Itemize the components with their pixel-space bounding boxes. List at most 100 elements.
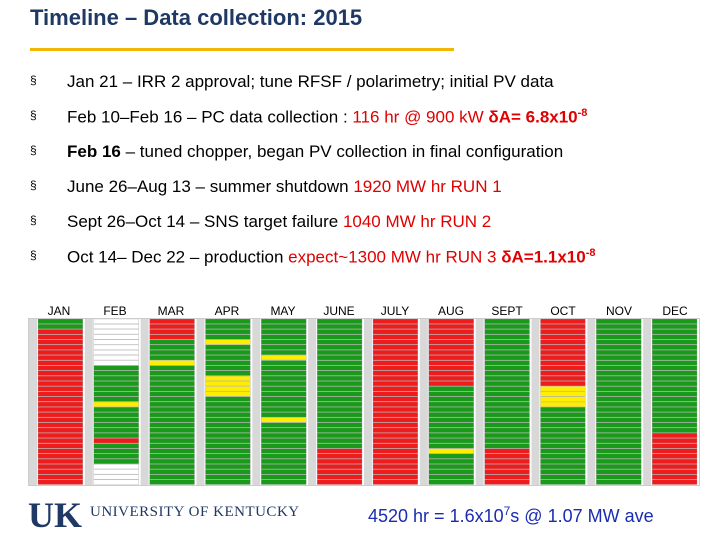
day-cell <box>484 407 530 413</box>
day-cell <box>317 391 363 397</box>
day-cell <box>149 360 195 366</box>
day-cell <box>205 318 251 324</box>
day-cell <box>261 448 307 454</box>
day-cell <box>261 474 307 480</box>
month-label: JUNE <box>323 304 355 318</box>
day-cell <box>317 427 363 433</box>
day-cell <box>428 329 474 335</box>
day-cell <box>484 375 530 381</box>
day-cell <box>652 334 698 340</box>
day-cell <box>484 329 530 335</box>
day-cell <box>652 355 698 361</box>
day-cell <box>205 412 251 418</box>
bullet-marker: § <box>30 248 37 262</box>
day-cell <box>317 401 363 407</box>
day-cell <box>93 412 139 418</box>
day-cell <box>596 318 642 324</box>
day-cell <box>317 422 363 428</box>
day-cell <box>205 464 251 470</box>
day-cell <box>205 453 251 459</box>
day-cell <box>372 355 418 361</box>
day-cell <box>596 443 642 449</box>
day-cell <box>205 334 251 340</box>
run-calendar <box>28 318 700 486</box>
day-cell <box>484 360 530 366</box>
day-cell <box>317 355 363 361</box>
day-cell <box>596 407 642 413</box>
day-cell <box>317 329 363 335</box>
day-cell <box>149 469 195 475</box>
day-cell <box>149 432 195 438</box>
day-cell <box>428 453 474 459</box>
month-label: OCT <box>550 304 576 318</box>
day-cell <box>261 427 307 433</box>
day-cell <box>596 324 642 330</box>
slide-title: Timeline – Data collection: 2015 <box>30 5 363 30</box>
day-cell <box>261 464 307 470</box>
day-cell <box>261 375 307 381</box>
day-cell <box>484 381 530 387</box>
day-cell <box>317 407 363 413</box>
day-cell <box>428 474 474 480</box>
day-cell <box>149 464 195 470</box>
day-cell <box>317 365 363 371</box>
day-cell <box>540 360 586 366</box>
day-cell <box>596 469 642 475</box>
day-cell <box>596 464 642 470</box>
bullet-highlight: 1040 MW hr RUN 2 <box>342 212 492 231</box>
day-cell <box>205 432 251 438</box>
day-cell <box>428 443 474 449</box>
day-cell <box>596 339 642 345</box>
day-cell <box>93 360 139 366</box>
day-cell <box>149 370 195 376</box>
day-cell <box>540 417 586 423</box>
day-cell <box>540 365 586 371</box>
day-cell <box>428 391 474 397</box>
bullet-text: Jan 21 – IRR 2 approval; tune RFSF / pol… <box>67 72 554 91</box>
day-cell <box>149 417 195 423</box>
day-cell <box>428 365 474 371</box>
day-cell <box>93 396 139 402</box>
day-cell <box>317 464 363 470</box>
day-cell <box>484 458 530 464</box>
day-cell <box>317 324 363 330</box>
day-cell <box>37 438 83 444</box>
day-cell <box>149 324 195 330</box>
day-cell <box>372 448 418 454</box>
bullet-marker: § <box>30 108 37 122</box>
day-cell <box>37 334 83 340</box>
day-cell <box>484 469 530 475</box>
day-cell <box>261 422 307 428</box>
day-cell <box>37 386 83 392</box>
bullet-text: Oct 14– Dec 22 – production <box>67 247 289 267</box>
bullet-date: Feb 16 <box>67 142 121 161</box>
day-cell <box>652 407 698 413</box>
day-cell <box>93 443 139 449</box>
day-cell <box>596 365 642 371</box>
asymmetry-exponent: -8 <box>585 247 596 259</box>
day-cell <box>652 360 698 366</box>
day-cell <box>261 381 307 387</box>
day-cell <box>484 448 530 454</box>
day-cell <box>37 381 83 387</box>
day-cell <box>149 407 195 413</box>
day-cell <box>596 396 642 402</box>
day-cell <box>596 479 642 485</box>
day-cell <box>37 453 83 459</box>
bullet-marker: § <box>30 213 37 227</box>
day-cell <box>428 375 474 381</box>
day-cell <box>205 386 251 392</box>
day-cell <box>261 438 307 444</box>
day-cell <box>149 412 195 418</box>
day-cell <box>93 422 139 428</box>
day-cell <box>37 375 83 381</box>
bullet-text: – tuned chopper, began PV collection in … <box>120 142 564 161</box>
day-cell <box>261 412 307 418</box>
day-cell <box>317 349 363 355</box>
day-cell <box>484 334 530 340</box>
day-cell <box>540 355 586 361</box>
day-cell <box>205 396 251 402</box>
day-strip <box>84 319 93 485</box>
asymmetry-value: δA=1.1x10 <box>501 247 586 267</box>
day-cell <box>93 365 139 371</box>
